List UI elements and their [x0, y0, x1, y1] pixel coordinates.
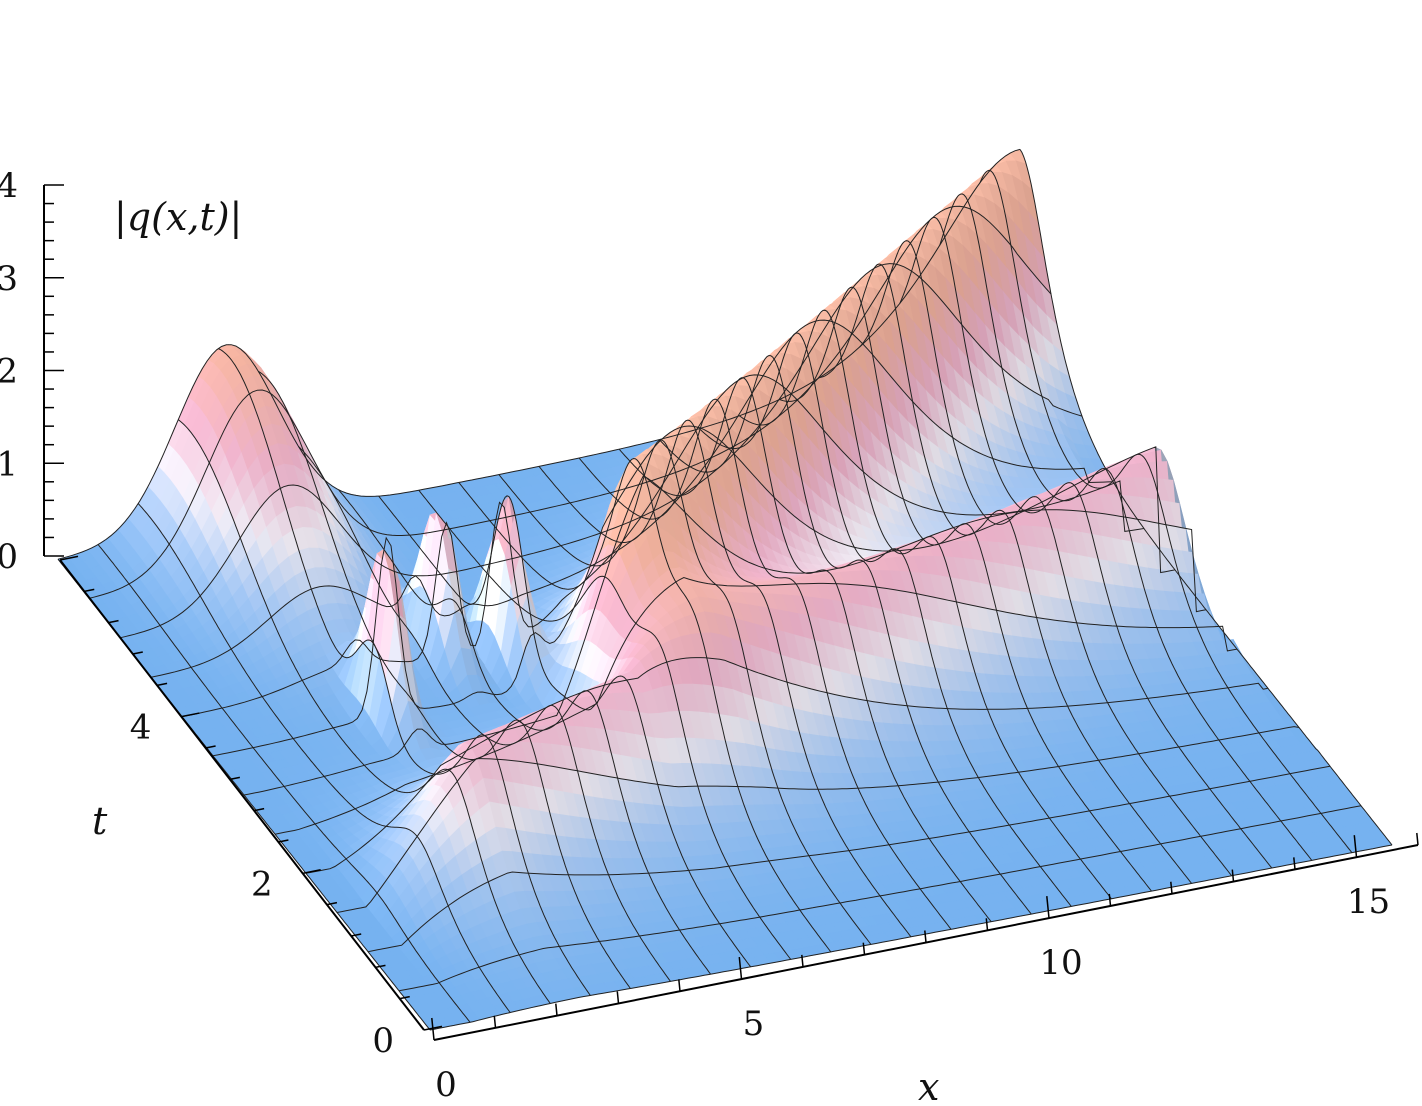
surface-mesh	[57, 148, 1393, 1031]
t-tick-label: 0	[372, 1021, 394, 1061]
z-tick-label: 2	[0, 352, 18, 392]
z-tick-label: 3	[0, 259, 18, 299]
t-axis-line	[59, 559, 425, 1031]
z-axis-label: |q(x,t)|	[114, 195, 242, 239]
x-axis-label: x	[918, 1065, 939, 1106]
x-tick-label: 15	[1347, 882, 1390, 922]
axes: 0 1 2 3 4 0 2 4 0 5 10 15	[0, 166, 1419, 1105]
z-tick-label: 0	[0, 537, 18, 577]
tick-marks	[44, 184, 1419, 1041]
tick-labels: 0 1 2 3 4 0 2 4 0 5 10 15	[0, 166, 1390, 1105]
t-tick-label: 4	[130, 708, 152, 748]
t-axis-label: t	[92, 799, 108, 843]
x-tick-label: 5	[743, 1004, 765, 1044]
t-tick-label: 2	[251, 864, 273, 904]
x-tick-label: 10	[1039, 943, 1082, 983]
mesh-lines	[57, 148, 1393, 1031]
x-tick-label: 0	[435, 1065, 457, 1105]
z-tick-label: 4	[0, 166, 18, 206]
z-tick-label: 1	[0, 444, 18, 484]
